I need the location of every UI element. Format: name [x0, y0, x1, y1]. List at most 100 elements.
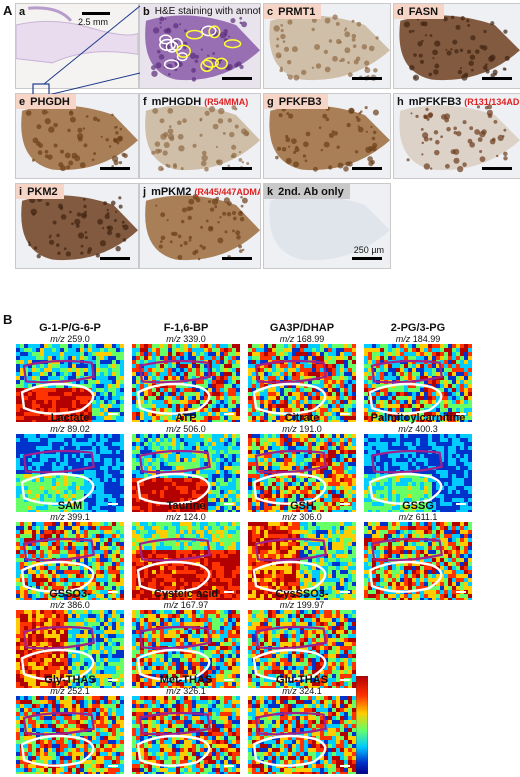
stroma-annotation-outline	[368, 382, 443, 415]
metabolite-name: GSSG	[402, 500, 434, 512]
tile-label: H&E staining with annotation	[154, 6, 261, 17]
tile-letter: f	[143, 95, 147, 108]
tile-letter: i	[19, 185, 23, 198]
tile-header: e PHGDH	[16, 94, 76, 109]
scale-bar	[108, 679, 118, 681]
tumor-annotation-outline	[138, 449, 212, 474]
scale-bar	[100, 257, 130, 260]
scale-bar	[352, 257, 382, 260]
metabolite-name: GSSO3-	[49, 588, 91, 600]
stroma-annotation-outline	[252, 382, 327, 415]
metabolite-name: Taurine	[166, 500, 206, 512]
scale-bar	[340, 591, 350, 593]
maldi-image	[16, 434, 124, 512]
panel-b-letter: B	[3, 312, 13, 327]
scale-bar	[224, 413, 234, 415]
metabolite-name: 2-PG/3-PG	[390, 322, 446, 334]
ihc-tile-k: k 2nd. Ab only 250 µm	[263, 183, 391, 269]
stroma-annotation-outline	[136, 734, 211, 767]
scale-bar	[340, 765, 350, 767]
tumor-annotation-outline	[254, 449, 328, 474]
maldi-image	[16, 610, 124, 688]
stroma-annotation-outline	[252, 648, 327, 681]
tile-label: PHGDH	[30, 95, 70, 108]
metabolite-name: CysSSO3-	[275, 588, 329, 600]
tile-modification: (R131/134ADMA)	[464, 96, 520, 107]
maldi-image	[132, 696, 240, 774]
tumor-annotation-outline	[138, 625, 212, 650]
metabolite-name: Met-THAS	[159, 674, 213, 686]
metabolite-name: Cysteic acid	[153, 588, 219, 600]
tile-letter: a	[19, 5, 26, 18]
tumor-annotation-outline	[370, 359, 444, 384]
tile-modification: (R445/447ADMA)	[194, 186, 261, 197]
metabolite-mz: m/z 400.3	[398, 424, 438, 434]
stroma-annotation-outline	[136, 382, 211, 415]
tissue-image	[16, 184, 138, 268]
scale-bar	[100, 167, 130, 170]
metabolite-mz: m/z 399.1	[50, 512, 90, 522]
metabolite-mz: m/z 306.0	[282, 512, 322, 522]
maldi-image	[132, 610, 240, 688]
metabolite-mz: m/z 124.0	[166, 512, 206, 522]
metabolite-mz: m/z 611.1	[398, 512, 438, 522]
stroma-annotation-outline	[368, 472, 443, 505]
metabolite-name: Lactate	[50, 412, 90, 424]
metabolite-mz: m/z 89.02	[50, 424, 90, 434]
tile-label: PKM2	[27, 185, 58, 198]
tile-header: d FASN	[394, 4, 445, 19]
maldi-image	[248, 610, 356, 688]
metabolite-mz: m/z 326.1	[166, 686, 206, 696]
tumor-annotation-outline	[254, 625, 328, 650]
scale-bar	[108, 591, 118, 593]
metabolite-name: Gly-THAS	[44, 674, 96, 686]
scale-bar-label: 250 µm	[353, 245, 384, 255]
tumor-annotation-outline	[138, 711, 212, 736]
scale-bar	[222, 257, 252, 260]
metabolite-mz: m/z 259.0	[50, 334, 90, 344]
metabolite-mz: m/z 168.99	[279, 334, 325, 344]
scale-bar	[108, 413, 118, 415]
stroma-annotation-outline	[136, 472, 211, 505]
maldi-image	[364, 522, 472, 600]
tumor-annotation-outline	[22, 625, 96, 650]
scale-bar	[222, 167, 252, 170]
metabolite-name: GSH	[290, 500, 314, 512]
tissue-image	[16, 6, 138, 64]
tumor-annotation-outline	[254, 359, 328, 384]
tumor-annotation-outline	[370, 449, 444, 474]
ihc-tile-e: e PHGDH	[15, 93, 139, 179]
stroma-annotation-outline	[136, 648, 211, 681]
scale-bar	[340, 679, 350, 681]
tumor-annotation-outline	[254, 711, 328, 736]
tumor-annotation-outline	[254, 537, 328, 562]
ihc-tile-i: i PKM2	[15, 183, 139, 269]
metabolite-name: G-1-P/G-6-P	[39, 322, 101, 334]
panel-a-letter: A	[3, 3, 13, 18]
ihc-tile-d: d FASN	[393, 3, 520, 89]
ihc-tile-f: f mPHGDH (R54MMA)	[139, 93, 261, 179]
metabolite-name: Citrate	[284, 412, 320, 424]
tile-header: k 2nd. Ab only	[264, 184, 350, 199]
tile-header: g PFKFB3	[264, 94, 328, 109]
scale-bar	[82, 12, 110, 15]
zoom-lines	[32, 5, 141, 97]
scale-bar	[456, 413, 466, 415]
tissue-image	[140, 184, 260, 268]
tile-header: f mPHGDH (R54MMA)	[140, 94, 254, 109]
metabolite-mz: m/z 199.97	[279, 600, 325, 610]
metabolite-name: Glu-THAS	[276, 674, 328, 686]
tumor-annotation-outline	[138, 537, 212, 562]
tile-letter: j	[143, 185, 147, 198]
tile-label: mPKM2	[151, 185, 192, 198]
metabolite-mz: m/z 252.1	[50, 686, 90, 696]
tile-label: 2nd. Ab only	[278, 185, 344, 198]
maldi-image	[16, 344, 124, 422]
maldi-image	[364, 344, 472, 422]
stroma-annotation-outline	[20, 382, 95, 415]
metabolite-mz: m/z 324.1	[282, 686, 322, 696]
scale-bar	[224, 679, 234, 681]
tile-label: PFKFB3	[278, 95, 322, 108]
tile-header: a	[16, 4, 36, 19]
tile-letter: c	[267, 5, 274, 18]
